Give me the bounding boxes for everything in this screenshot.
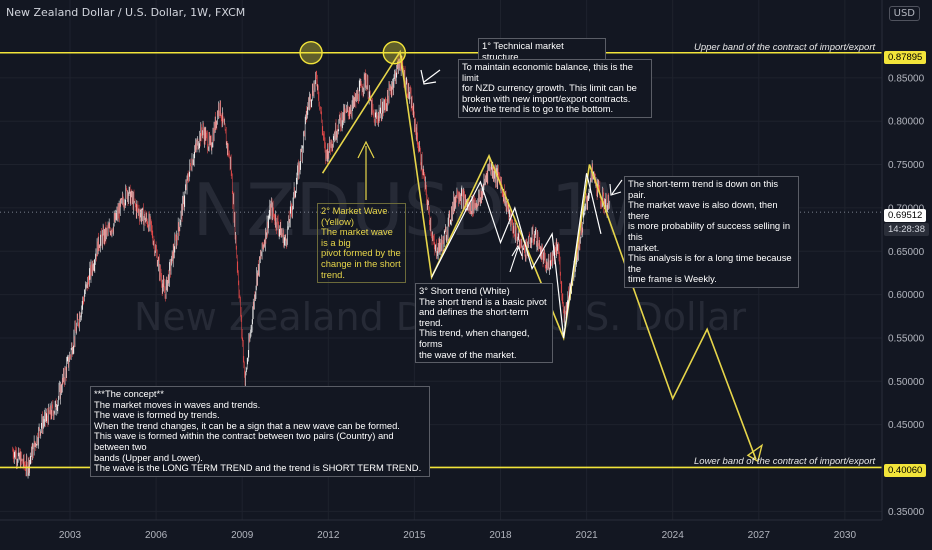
bar-countdown: 14:28:38 xyxy=(884,223,929,236)
price-axis: 0.85000 0.80000 0.75000 0.70000 0.65000 0.600… xyxy=(888,73,925,517)
y-tick-label-8: 0.45000 xyxy=(888,420,925,431)
y-tick-label-10: 0.35000 xyxy=(888,507,925,518)
note-concept[interactable]: ***The concept** The market moves in wav… xyxy=(90,386,430,477)
short-trend-white xyxy=(431,173,602,339)
x-tick-label-5: 2018 xyxy=(489,530,512,541)
time-axis: 2003 2006 2009 2012 2015 2018 2021 2024 2027 2030 xyxy=(59,530,857,541)
pivot-circle-1 xyxy=(382,41,407,65)
arrow-upper-limit xyxy=(420,69,441,85)
x-tick-label-8: 2027 xyxy=(748,530,771,541)
arrow-short-term xyxy=(609,179,623,196)
x-tick-label-3: 2012 xyxy=(317,530,340,541)
y-tick-label-4: 0.65000 xyxy=(888,247,925,258)
x-tick-label-4: 2015 xyxy=(403,530,426,541)
upper-band-price-tag: 0.87895 xyxy=(884,51,927,64)
y-tick-label-2: 0.75000 xyxy=(888,160,925,171)
y-tick-label-0: 0.85000 xyxy=(888,73,925,84)
chart-title: New Zealand Dollar / U.S. Dollar, 1W, FX… xyxy=(6,6,246,19)
note-short-term-down[interactable]: The short-term trend is down on this pai… xyxy=(624,176,799,288)
x-tick-label-7: 2024 xyxy=(662,530,685,541)
x-tick-label-6: 2021 xyxy=(575,530,598,541)
upper-band-label: Upper band of the contract of import/exp… xyxy=(694,42,876,53)
pivot-circle-0 xyxy=(299,41,323,65)
lower-band-price-tag: 0.40060 xyxy=(884,464,927,477)
market-wave-arrowhead xyxy=(746,443,764,463)
x-tick-label-1: 2006 xyxy=(145,530,168,541)
y-tick-label-1: 0.80000 xyxy=(888,117,925,128)
price-series xyxy=(12,53,610,479)
note-upper-limit[interactable]: To maintain economic balance, this is th… xyxy=(458,59,652,118)
y-tick-label-3: 0.70000 xyxy=(888,203,925,214)
lower-band-label: Lower band of the contract of import/exp… xyxy=(694,456,876,467)
current-price-tag: 0.69512 xyxy=(884,209,927,222)
pivot-circles xyxy=(299,41,407,65)
arrow-short-trend xyxy=(509,244,523,273)
y-tick-label-5: 0.60000 xyxy=(888,290,925,301)
x-tick-label-9: 2030 xyxy=(834,530,857,541)
y-tick-label-7: 0.50000 xyxy=(888,377,925,388)
short-trend-line xyxy=(431,173,602,339)
x-tick-label-2: 2009 xyxy=(231,530,254,541)
annotation-arrows xyxy=(357,69,623,273)
x-tick-label-0: 2003 xyxy=(59,530,82,541)
currency-button[interactable]: USD xyxy=(888,6,920,21)
note-short-trend[interactable]: 3° Short trend (White) The short trend i… xyxy=(415,283,553,364)
arrow-market-wave xyxy=(357,140,375,200)
y-tick-label-6: 0.55000 xyxy=(888,333,925,344)
note-market-wave[interactable]: 2° Market Wave (Yellow) The market wave … xyxy=(317,203,406,284)
